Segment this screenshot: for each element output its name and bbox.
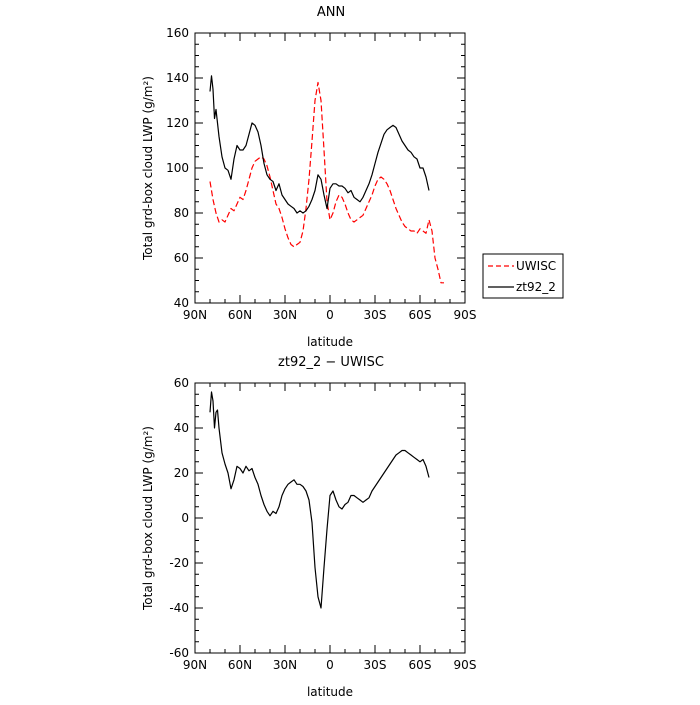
x-tick-label: 0 [326, 308, 334, 322]
y-tick-label: 0 [181, 511, 189, 525]
legend-label-zt92-2: zt92_2 [516, 280, 556, 294]
bottom-y-axis-label: Total grd-box cloud LWP (g/m²) [141, 426, 155, 611]
x-tick-label: 60N [228, 658, 252, 672]
bottom-series-lines [209, 391, 430, 609]
top-panel: ANN 90N 60N 30N 0 30S 60S 90S 40 60 80 100 120 140 16… [141, 5, 564, 349]
legend-label-uwisc: UWISC [516, 259, 556, 273]
legend: UWISC zt92_2 [482, 253, 564, 299]
y-tick-label: 120 [166, 116, 189, 130]
y-tick-label: -20 [169, 556, 189, 570]
x-tick-label: 30S [364, 658, 387, 672]
x-tick-label: 90S [454, 658, 477, 672]
x-tick-label: 90S [454, 308, 477, 322]
y-tick-label: -60 [169, 646, 189, 660]
y-tick-label: 20 [174, 466, 189, 480]
x-tick-label: 90N [183, 308, 207, 322]
top-x-axis-label: latitude [307, 335, 353, 349]
y-tick-label: 100 [166, 161, 189, 175]
top-series-lines [209, 75, 444, 284]
top-plot-frame [194, 32, 466, 304]
x-tick-label: 30N [273, 308, 297, 322]
top-axis-ticks: 90N 60N 30N 0 30S 60S 90S 40 60 80 100 120 140 160 [166, 26, 476, 322]
legend-box [482, 253, 564, 299]
series-line-difference [209, 391, 430, 609]
bottom-x-axis-label: latitude [307, 685, 353, 699]
y-tick-label: 40 [174, 421, 189, 435]
x-tick-label: 60N [228, 308, 252, 322]
bottom-plot-frame [194, 382, 466, 654]
x-tick-label: 90N [183, 658, 207, 672]
x-tick-label: 60S [409, 308, 432, 322]
y-tick-label: 140 [166, 71, 189, 85]
x-tick-label: 30S [364, 308, 387, 322]
x-tick-label: 60S [409, 658, 432, 672]
x-tick-label: 30N [273, 658, 297, 672]
series-line-uwisc [209, 81, 444, 284]
y-tick-label: 60 [174, 251, 189, 265]
y-tick-label: 40 [174, 296, 189, 310]
top-y-axis-label: Total grd-box cloud LWP (g/m²) [141, 76, 155, 261]
y-tick-label: 160 [166, 26, 189, 40]
bottom-panel: zt92_2 − UWISC 90N 60N 30N 0 30S 60S 90S -60 -40… [141, 355, 476, 699]
y-tick-label: 80 [174, 206, 189, 220]
top-panel-title: ANN [317, 5, 345, 20]
y-tick-label: 60 [174, 376, 189, 390]
x-tick-label: 0 [326, 658, 334, 672]
bottom-axis-ticks: 90N 60N 30N 0 30S 60S 90S -60 -40 -20 0 20 40 60 [169, 376, 476, 672]
series-line-zt92-2 [209, 75, 430, 214]
bottom-panel-title: zt92_2 − UWISC [278, 355, 384, 370]
y-tick-label: -40 [169, 601, 189, 615]
